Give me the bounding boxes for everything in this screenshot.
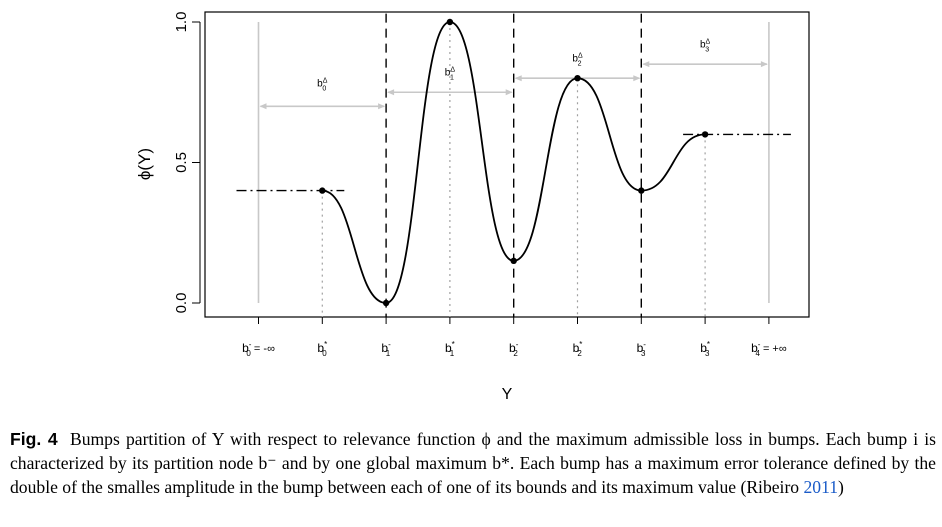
x-tick-label-b2m: b-2 xyxy=(509,340,519,358)
curve-point-1 xyxy=(382,299,390,307)
caption-tail: ) xyxy=(838,477,844,497)
caption-label: Fig. 4 xyxy=(10,429,58,449)
tolerance-arrow-left-3 xyxy=(642,61,650,68)
x-tick-label-b1s: b* 1 xyxy=(445,340,455,358)
figure-caption: Fig. 4 Bumps partition of Y with respect… xyxy=(10,427,936,499)
caption-body: Bumps partition of Y with respect to rel… xyxy=(10,429,937,497)
bumps-partition-chart: bΔ 0 bΔ 1 bΔ 2 bΔ 3 0.0 0.5 1.0 b-0 = -∞ b* 0 b-1 b* 1 b… xyxy=(135,11,810,403)
axes-layer: 0.0 0.5 1.0 b-0 = -∞ b* 0 b-1 b* 1 b-2 b* 2 b-3 b* 3 b-… xyxy=(173,12,787,358)
tolerance-label-0: bΔ 0 xyxy=(317,78,328,93)
y-axis-label: ϕ(Y) xyxy=(135,148,154,180)
tolerance-arrow-right-3 xyxy=(760,61,768,68)
x-tick-label-b1m: b-1 xyxy=(381,340,391,358)
curve-point-0 xyxy=(319,187,326,194)
tolerance-label-2: bΔ 2 xyxy=(572,52,583,67)
curve-point-5 xyxy=(638,187,645,194)
x-tick-label-b0m: b-0 = -∞ xyxy=(242,340,275,358)
curve-point-2 xyxy=(446,18,454,26)
x-tick-label-b4m: b-4 = +∞ xyxy=(751,340,787,358)
x-tick-label-b0s: b* 0 xyxy=(317,340,327,358)
curve-point-3 xyxy=(510,257,517,265)
tolerance-arrow-right-2 xyxy=(633,75,641,82)
tolerance-label-3: bΔ 3 xyxy=(700,38,711,53)
tolerance-arrow-left-0 xyxy=(259,103,267,110)
tolerance-arrow-left-1 xyxy=(387,89,395,96)
y-tick-label-0: 0.0 xyxy=(173,293,190,314)
citation-link[interactable]: 2011 xyxy=(803,477,839,497)
curve-point-6 xyxy=(701,131,709,138)
curve-point-4 xyxy=(574,75,581,82)
y-tick-label-1: 0.5 xyxy=(173,152,190,173)
x-tick-label-b2s: b* 2 xyxy=(573,340,583,358)
plot-box xyxy=(204,11,810,318)
x-axis-label: Y xyxy=(502,386,513,403)
x-tick-label-b3s: b* 3 xyxy=(700,340,710,358)
y-tick-label-2: 1.0 xyxy=(173,12,190,33)
reference-lines: bΔ 0 bΔ 1 bΔ 2 bΔ 3 xyxy=(257,13,770,317)
tolerance-arrow-right-1 xyxy=(505,89,513,96)
x-tick-label-b3m: b-3 xyxy=(637,340,647,358)
tolerance-label-1: bΔ 1 xyxy=(445,66,456,81)
relevance-curve-layer xyxy=(236,18,791,307)
tolerance-arrow-right-0 xyxy=(378,103,386,110)
tolerance-arrow-left-2 xyxy=(514,75,522,82)
